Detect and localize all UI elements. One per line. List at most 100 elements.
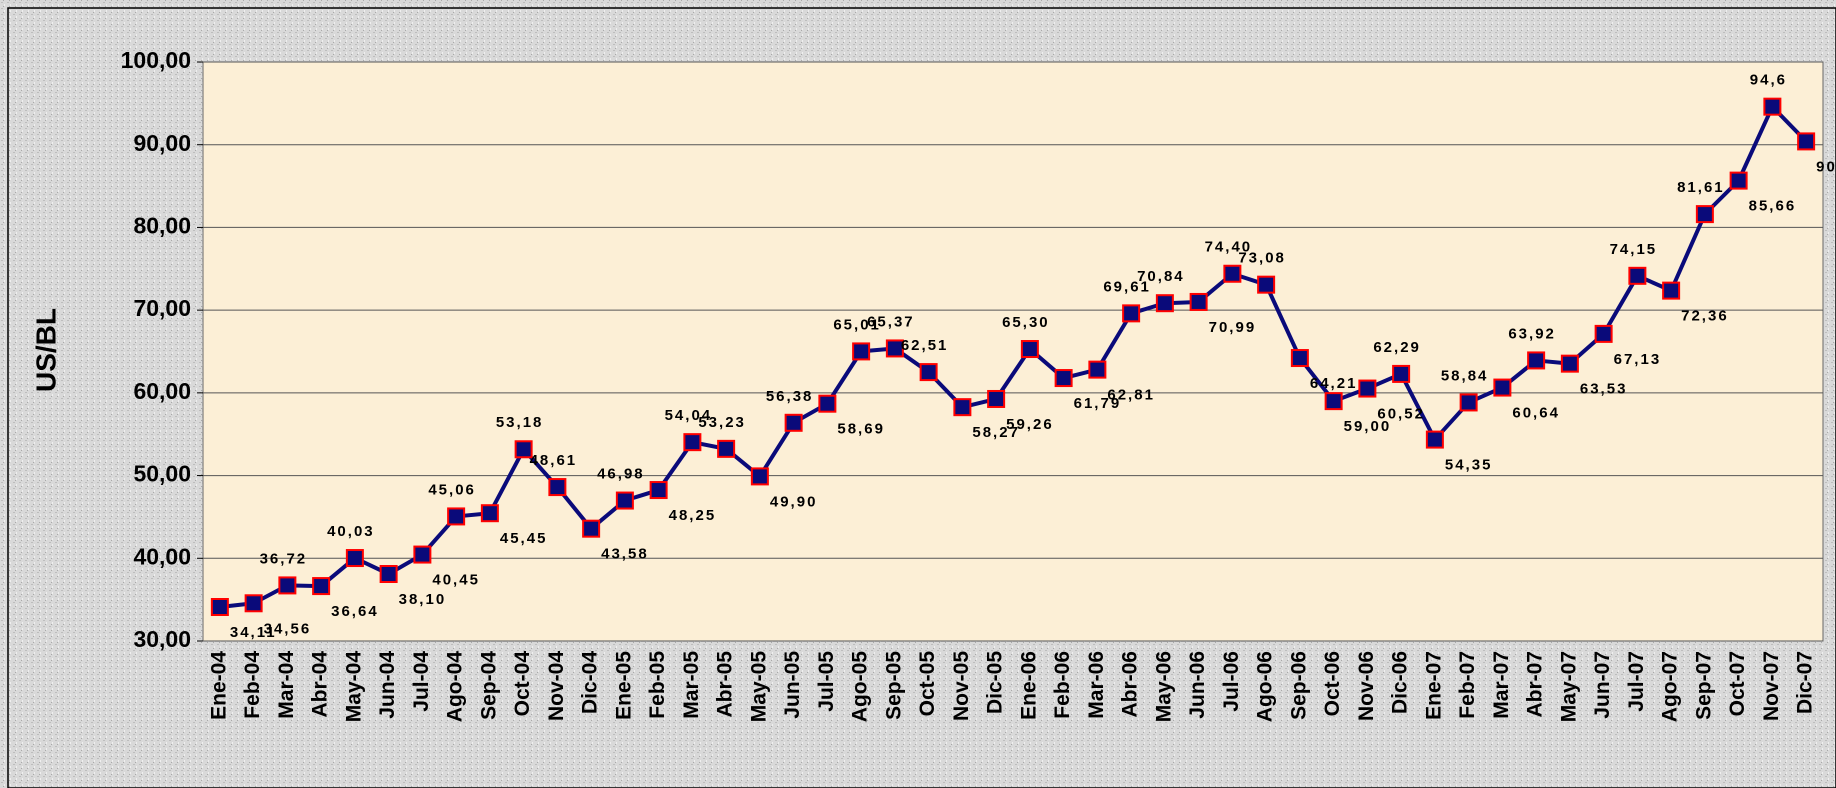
y-tick-label: 60,00 [133, 378, 191, 404]
y-tick-label: 40,00 [133, 543, 191, 569]
x-tick-label: Oct-07 [1726, 651, 1749, 716]
marker [717, 439, 736, 458]
marker [1122, 304, 1141, 323]
value-label: 69,61 [1103, 278, 1151, 295]
value-label: 65,01 [833, 316, 881, 333]
marker [1088, 360, 1107, 379]
marker [987, 389, 1006, 408]
x-tick-label: Ago-07 [1659, 651, 1682, 722]
x-tick-label: Mar-06 [1085, 651, 1108, 719]
x-tick-label: Dic-05 [984, 651, 1007, 714]
x-tick-label: Oct-05 [916, 651, 939, 717]
value-label: 56,38 [766, 388, 814, 405]
x-tick-label: Ago-05 [849, 651, 872, 722]
value-label: 67,13 [1614, 351, 1662, 368]
value-label: 60,52 [1377, 406, 1425, 423]
value-label: 65,37 [867, 313, 915, 330]
marker [1662, 281, 1681, 300]
y-tick-label: 90,00 [133, 130, 191, 156]
marker [953, 398, 972, 417]
x-tick-label: Mar-04 [275, 651, 298, 719]
marker [1257, 275, 1276, 294]
value-label: 60,64 [1512, 405, 1560, 422]
value-label: 62,29 [1373, 339, 1421, 356]
x-tick-label: Jul-05 [815, 651, 838, 712]
x-tick-label: Nov-06 [1355, 651, 1378, 721]
marker [1527, 351, 1546, 370]
value-label: 74,40 [1205, 239, 1253, 256]
x-tick-label: Abr-06 [1119, 651, 1142, 718]
value-label: 64,21 [1310, 375, 1358, 392]
value-label: 46,98 [597, 466, 645, 483]
marker [615, 491, 634, 510]
marker [379, 565, 398, 584]
marker [548, 478, 567, 497]
x-tick-label: Jun-04 [376, 651, 399, 719]
marker [413, 545, 432, 564]
marker [1324, 392, 1343, 411]
value-label: 49,90 [770, 493, 818, 510]
x-tick-label: Ene-04 [207, 651, 230, 720]
x-tick-label: Nov-04 [545, 651, 568, 721]
value-label: 48,61 [530, 452, 578, 469]
x-tick-label: Feb-05 [646, 651, 669, 719]
x-tick-label: Ene-06 [1017, 651, 1040, 720]
marker [1493, 378, 1512, 397]
value-label: 59,00 [1344, 418, 1392, 435]
marker [1459, 393, 1478, 412]
x-tick-label: Dic-06 [1389, 651, 1412, 714]
marker [1560, 354, 1579, 373]
x-tick-label: Ago-06 [1254, 651, 1277, 722]
marker [1054, 369, 1073, 388]
x-tick-label: Jul-04 [410, 651, 433, 712]
marker [480, 504, 499, 523]
x-tick-label: Sep-07 [1692, 651, 1715, 720]
plot-area [202, 61, 1824, 642]
marker [683, 433, 702, 452]
value-label: 45,45 [500, 530, 548, 547]
marker [649, 481, 668, 500]
x-tick-label: Jul-07 [1625, 651, 1648, 712]
x-tick-label: Jun-07 [1591, 651, 1614, 719]
x-tick-label: Oct-04 [511, 651, 534, 717]
value-label: 74,15 [1610, 241, 1658, 258]
value-label: 62,51 [901, 337, 949, 354]
x-tick-label: Sep-06 [1287, 651, 1310, 720]
value-label: 54,04 [665, 407, 713, 424]
value-label: 58,84 [1441, 367, 1489, 384]
x-tick-label: Jun-06 [1186, 651, 1209, 719]
value-label: 40,45 [432, 572, 480, 589]
x-tick-label: Mar-07 [1490, 651, 1513, 719]
x-tick-label: Ene-07 [1422, 651, 1445, 720]
value-label: 48,25 [669, 507, 717, 524]
value-label: 53,23 [698, 414, 746, 431]
x-tick-label: Oct-06 [1321, 651, 1344, 716]
value-label: 53,18 [496, 414, 544, 431]
x-tick-label: Feb-04 [241, 651, 264, 719]
marker [1189, 292, 1208, 311]
value-label: 65,30 [1002, 314, 1050, 331]
marker [514, 440, 533, 459]
marker [278, 576, 297, 595]
marker [1155, 294, 1174, 313]
x-tick-label: Jun-05 [781, 651, 804, 719]
y-tick-label: 80,00 [133, 213, 191, 239]
frame [7, 7, 1836, 788]
x-tick-label: Jul-06 [1220, 651, 1243, 712]
value-label: 85,66 [1749, 198, 1797, 215]
marker [885, 339, 904, 358]
x-tick-label: May-07 [1557, 651, 1580, 722]
x-tick-label: May-06 [1152, 651, 1175, 722]
marker [750, 467, 769, 486]
marker [1223, 264, 1242, 283]
marker [1020, 340, 1039, 359]
x-tick-label: Dic-04 [579, 651, 602, 714]
marker [852, 342, 871, 361]
marker [447, 507, 466, 526]
value-label: 58,27 [972, 424, 1020, 441]
value-label: 36,72 [260, 550, 308, 567]
marker [1729, 171, 1748, 190]
x-tick-label: Feb-07 [1456, 651, 1479, 719]
marker [582, 519, 601, 538]
value-label: 63,53 [1580, 381, 1628, 398]
